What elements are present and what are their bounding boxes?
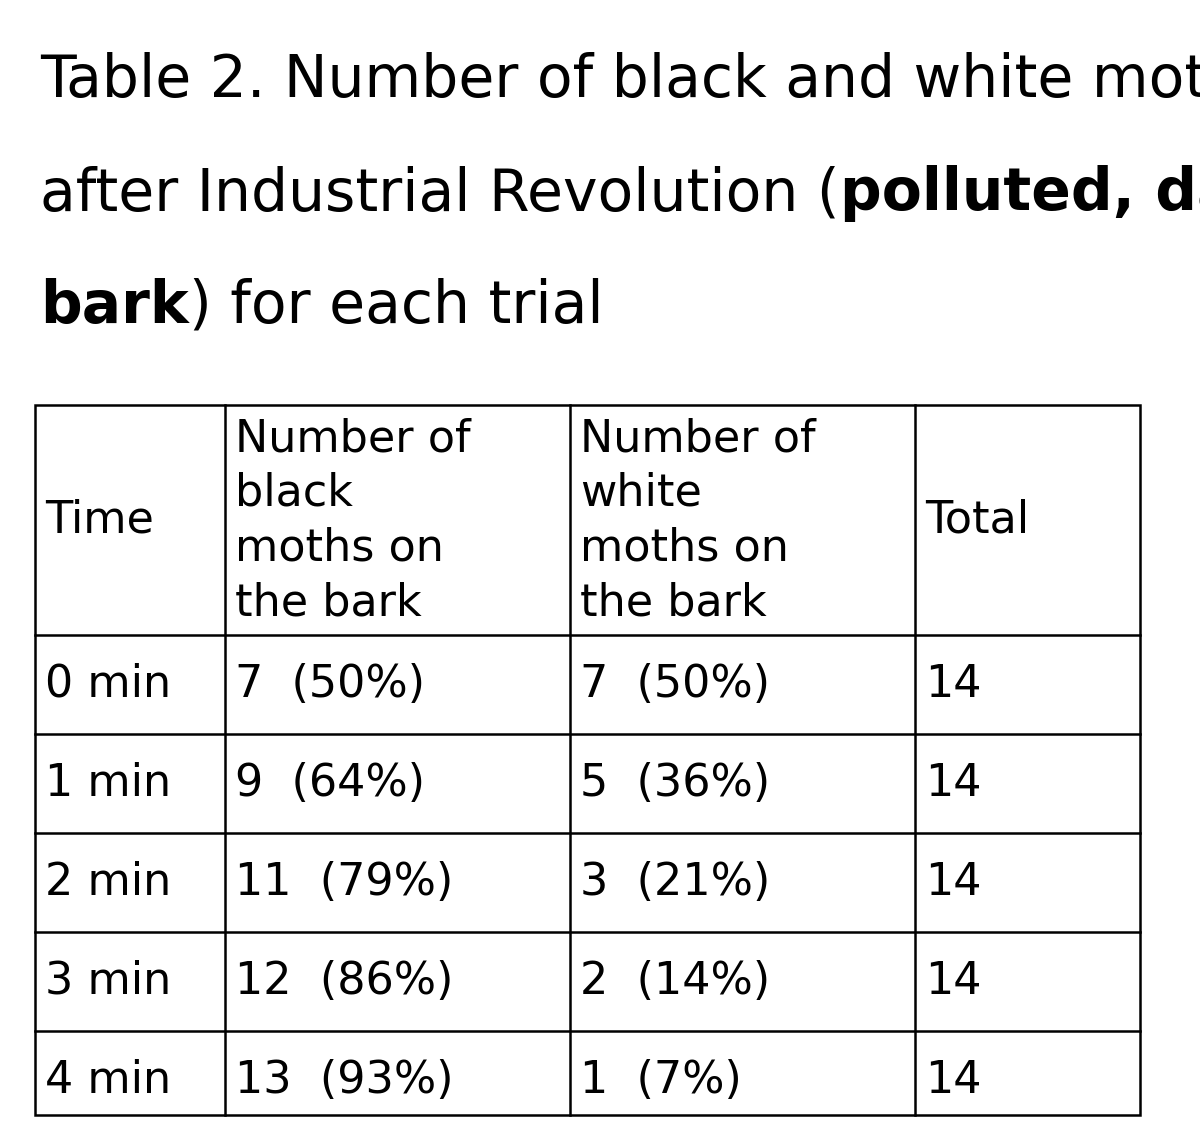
Text: 11  (79%): 11 (79%) bbox=[235, 861, 454, 904]
Text: Table 2. Number of black and white moths: Table 2. Number of black and white moths bbox=[40, 52, 1200, 109]
Text: 9  (64%): 9 (64%) bbox=[235, 762, 425, 805]
Text: Time: Time bbox=[46, 498, 154, 542]
Text: 12  (86%): 12 (86%) bbox=[235, 960, 454, 1003]
Text: Number of
white
moths on
the bark: Number of white moths on the bark bbox=[580, 417, 816, 625]
Text: 3  (21%): 3 (21%) bbox=[580, 861, 770, 904]
Text: 1 min: 1 min bbox=[46, 762, 172, 805]
Text: ) for each trial: ) for each trial bbox=[188, 278, 604, 335]
Text: 13  (93%): 13 (93%) bbox=[235, 1059, 454, 1102]
Text: 14: 14 bbox=[925, 663, 982, 706]
Text: polluted, dark: polluted, dark bbox=[840, 165, 1200, 222]
Text: 3 min: 3 min bbox=[46, 960, 172, 1003]
Text: 14: 14 bbox=[925, 960, 982, 1003]
Text: Total: Total bbox=[925, 498, 1030, 542]
Text: 2 min: 2 min bbox=[46, 861, 172, 904]
Text: 0 min: 0 min bbox=[46, 663, 172, 706]
Text: 2  (14%): 2 (14%) bbox=[580, 960, 770, 1003]
Text: bark: bark bbox=[40, 278, 188, 335]
Text: 14: 14 bbox=[925, 1059, 982, 1102]
Text: 1  (7%): 1 (7%) bbox=[580, 1059, 742, 1102]
Text: 4 min: 4 min bbox=[46, 1059, 172, 1102]
Text: after Industrial Revolution (: after Industrial Revolution ( bbox=[40, 165, 840, 222]
Text: 14: 14 bbox=[925, 861, 982, 904]
Text: 7  (50%): 7 (50%) bbox=[235, 663, 425, 706]
Text: Number of
black
moths on
the bark: Number of black moths on the bark bbox=[235, 417, 470, 625]
Text: 14: 14 bbox=[925, 762, 982, 805]
Text: 7  (50%): 7 (50%) bbox=[580, 663, 770, 706]
Text: 5  (36%): 5 (36%) bbox=[580, 762, 770, 805]
